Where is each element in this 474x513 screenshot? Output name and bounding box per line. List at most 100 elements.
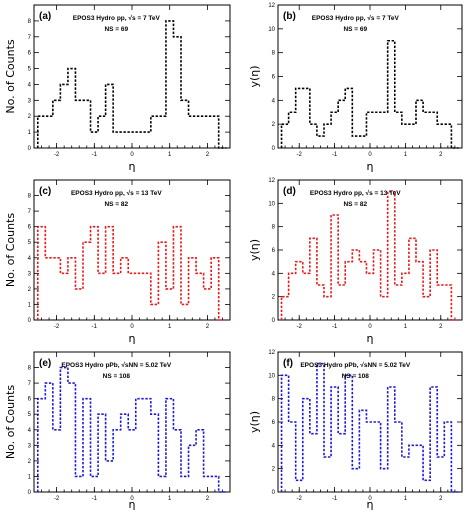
x-tick-label: 0	[130, 496, 134, 502]
plot-frame	[277, 4, 463, 149]
y-tick-label: 7	[28, 209, 32, 215]
x-tick-label: 2	[439, 152, 443, 158]
y-tick-label: 4	[272, 271, 276, 277]
panel-label: (b)	[283, 11, 296, 22]
y-tick-label: 10	[268, 27, 275, 33]
x-tick-label: -2	[297, 496, 303, 502]
x-tick-label: -2	[54, 152, 60, 158]
y-tick-label: 6	[28, 51, 32, 57]
annotation-energy: EPOS3 Hydro pp, √s = 7 TeV	[312, 14, 400, 22]
y-tick-label: 3	[28, 443, 32, 449]
histogram-series	[280, 362, 459, 493]
x-axis-label: η	[129, 498, 136, 511]
y-tick-label: 7	[28, 35, 32, 41]
y-tick-label: 8	[28, 19, 32, 25]
y-tick-label: 8	[28, 366, 32, 372]
y-axis-label: y(η)	[248, 239, 261, 261]
y-tick-label: 7	[28, 381, 32, 387]
x-axis-label: η	[129, 160, 136, 173]
y-tick-label: 4	[272, 98, 276, 104]
y-tick-label: 6	[272, 75, 276, 81]
panel-label: (a)	[39, 11, 51, 22]
x-axis-label: η	[129, 332, 136, 345]
y-tick-label: 8	[272, 51, 276, 57]
y-tick-label: 6	[28, 225, 32, 231]
x-axis-label: η	[367, 498, 374, 511]
annotation-ns: NS = 69	[343, 26, 367, 33]
x-tick-label: -2	[54, 496, 60, 502]
y-tick-label: 6	[272, 420, 276, 426]
x-tick-label: 1	[168, 152, 172, 158]
x-tick-label: -2	[297, 152, 303, 158]
x-tick-label: -1	[332, 152, 338, 158]
histogram-series	[280, 190, 459, 321]
y-tick-label: 2	[272, 295, 276, 301]
y-tick-label: 8	[272, 397, 276, 403]
y-tick-label: 0	[272, 318, 276, 324]
panel-1: -2 -1 0 1 2 0 1 2 3 4 5 6 7 8 (a) EPOS3 Hydro pp, √s = …	[4, 4, 231, 173]
y-tick-label: 3	[28, 98, 32, 104]
y-tick-label: 12	[268, 350, 275, 356]
y-tick-label: 6	[272, 248, 276, 254]
x-tick-label: 2	[206, 152, 210, 158]
y-tick-label: 5	[28, 67, 32, 73]
x-tick-label: -1	[332, 496, 338, 502]
plot-frame	[33, 351, 231, 493]
plot-frame	[33, 4, 231, 149]
x-tick-label: 1	[168, 324, 172, 330]
y-tick-label: 0	[28, 490, 32, 496]
y-axis-label: y(η)	[248, 65, 261, 87]
y-axis-label: No. of Counts	[4, 385, 17, 460]
y-tick-label: 4	[28, 82, 32, 88]
annotation-ns: NS = 108	[342, 373, 370, 380]
y-tick-label: 2	[272, 122, 276, 128]
y-tick-label: 2	[28, 287, 32, 293]
y-tick-label: 2	[28, 114, 32, 120]
y-tick-label: 0	[272, 490, 276, 496]
annotation-ns: NS = 82	[104, 201, 128, 208]
annotation-energy: EPOS3 Hydro pPb, √sNN = 5.02 TeV	[61, 361, 171, 369]
x-axis-label: η	[367, 160, 374, 173]
panel-label: (d)	[283, 186, 296, 197]
panel-label: (f)	[283, 358, 293, 369]
x-tick-label: 0	[368, 152, 372, 158]
y-tick-label: 1	[28, 130, 32, 136]
plot-frame	[33, 179, 231, 321]
y-tick-label: 1	[28, 474, 32, 480]
x-tick-label: 0	[368, 324, 372, 330]
y-tick-label: 10	[268, 201, 275, 207]
y-tick-label: 0	[28, 318, 32, 324]
annotation-ns: NS = 69	[104, 26, 128, 33]
x-tick-label: -2	[297, 324, 303, 330]
histogram-series	[36, 225, 227, 321]
y-tick-label: 0	[272, 146, 276, 152]
y-axis-label: No. of Counts	[4, 39, 17, 114]
x-tick-label: 1	[404, 324, 408, 330]
x-tick-label: 2	[439, 496, 443, 502]
y-tick-label: 6	[28, 397, 32, 403]
x-tick-label: -1	[92, 324, 98, 330]
y-tick-label: 8	[272, 225, 276, 231]
annotation-energy: EPOS3 Hydro pp, √s = 13 TeV	[71, 189, 162, 197]
y-tick-label: 12	[268, 3, 275, 9]
y-tick-label: 4	[272, 443, 276, 449]
x-tick-label: 2	[439, 324, 443, 330]
annotation-energy: EPOS3 Hydro pp, √s = 13 TeV	[310, 189, 401, 197]
x-tick-label: 1	[404, 496, 408, 502]
y-tick-label: 10	[268, 373, 275, 379]
x-tick-label: -1	[92, 496, 98, 502]
y-axis-label: No. of Counts	[4, 213, 17, 288]
histogram-series	[280, 39, 459, 149]
y-tick-label: 1	[28, 302, 32, 308]
annotation-energy: EPOS3 Hydro pPb, √sNN = 5.02 TeV	[300, 361, 410, 369]
annotation-ns: NS = 108	[103, 373, 131, 380]
histogram-series	[36, 366, 227, 493]
y-tick-label: 5	[28, 412, 32, 418]
x-tick-label: 1	[168, 496, 172, 502]
x-tick-label: 0	[368, 496, 372, 502]
x-tick-label: 2	[206, 324, 210, 330]
x-tick-label: -2	[54, 324, 60, 330]
